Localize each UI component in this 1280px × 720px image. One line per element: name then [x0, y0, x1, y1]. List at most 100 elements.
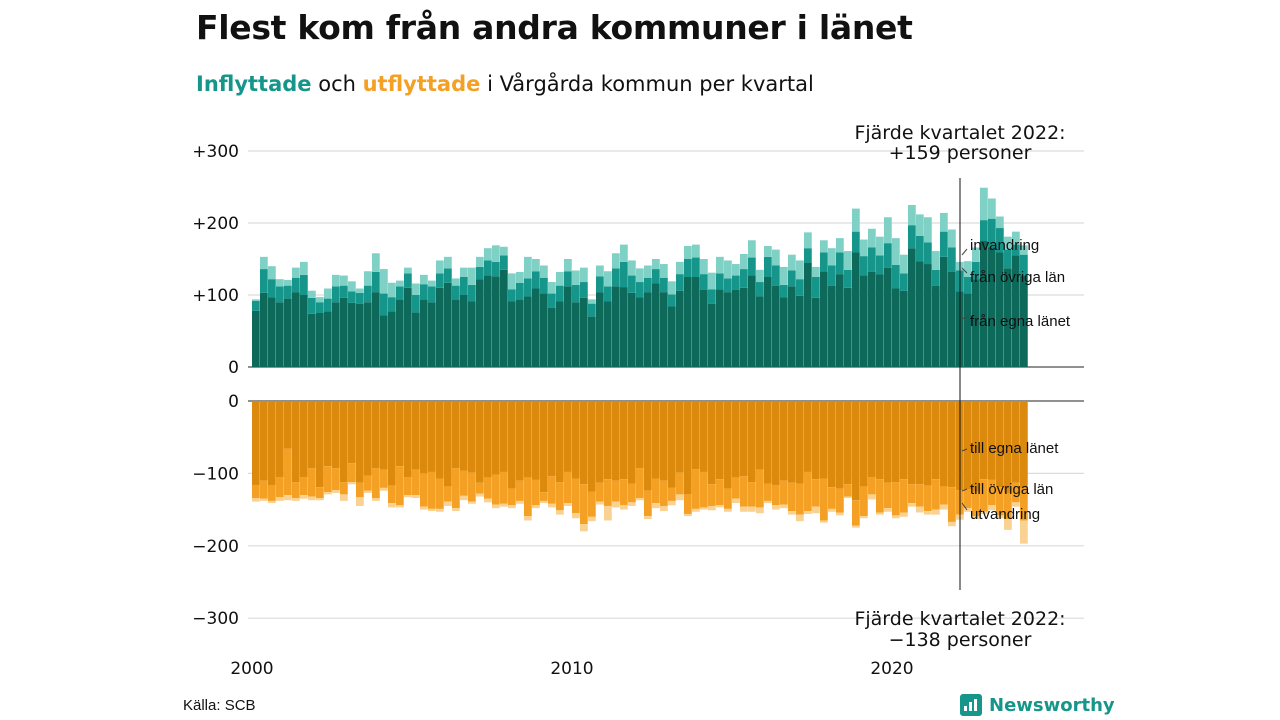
- bar-in-2-q22: [420, 284, 428, 300]
- bar-in-1-q5: [284, 298, 292, 367]
- bar-in-2-q45: [604, 286, 612, 302]
- bar-out-1-q62: [740, 401, 748, 477]
- bar-out-2-q64: [756, 469, 764, 508]
- bar-in-3-q44: [596, 265, 604, 277]
- bar-out-3-q38: [548, 503, 556, 508]
- bar-out-2-q13: [348, 463, 356, 483]
- bar-in-2-q9: [316, 302, 324, 313]
- bar-in-3-q12: [340, 275, 348, 286]
- bar-in-1-q43: [588, 316, 596, 367]
- bar-in-3-q8: [308, 290, 316, 298]
- bar-out-2-q44: [596, 482, 604, 502]
- bar-in-3-q42: [580, 267, 588, 283]
- bar-in-2-q95: [1004, 249, 1012, 269]
- bar-out-1-q95: [1004, 401, 1012, 493]
- bar-in-1-q73: [828, 285, 836, 367]
- bar-out-2-q83: [908, 484, 916, 504]
- bar-out-2-q62: [740, 476, 748, 507]
- y-tick-label-in-1: +200: [192, 214, 239, 234]
- bar-in-3-q47: [620, 244, 628, 262]
- x-tick-label-2000: 2000: [230, 659, 273, 679]
- bar-in-3-q19: [396, 280, 404, 287]
- bar-out-1-q78: [868, 401, 876, 478]
- bar-out-1-q85: [924, 401, 932, 486]
- bar-in-2-q74: [836, 252, 844, 275]
- bar-in-1-q20: [404, 287, 412, 367]
- bar-out-3-q36: [532, 505, 540, 509]
- bar-out-1-q83: [908, 401, 916, 485]
- bar-in-3-q62: [740, 253, 748, 270]
- bar-out-3-q10: [324, 492, 332, 495]
- bar-out-3-q37: [540, 500, 548, 504]
- bar-in-1-q27: [460, 295, 468, 367]
- bar-in-1-q57: [700, 289, 708, 367]
- bar-in-3-q53: [668, 281, 676, 295]
- bar-out-1-q25: [444, 401, 452, 487]
- series-leader-in-2: [961, 267, 968, 274]
- bar-out-3-q45: [604, 505, 612, 521]
- bar-in-2-q63: [748, 257, 756, 276]
- bar-in-3-q81: [892, 238, 900, 265]
- bar-in-3-q21: [412, 283, 420, 295]
- bar-out-1-q64: [756, 401, 764, 470]
- bar-out-1-q16: [372, 401, 380, 469]
- bar-in-2-q21: [412, 295, 420, 313]
- bar-in-2-q36: [532, 271, 540, 289]
- bar-out-2-q7: [300, 477, 308, 496]
- bar-out-2-q93: [988, 479, 996, 506]
- bar-out-2-q5: [284, 448, 292, 496]
- bar-out-1-q4: [276, 401, 284, 478]
- bar-out-3-q58: [708, 505, 716, 511]
- bar-in-3-q26: [452, 278, 460, 286]
- bar-out-2-q12: [340, 482, 348, 495]
- bar-out-1-q91: [972, 401, 980, 492]
- bar-in-3-q75: [844, 251, 852, 270]
- bar-in-2-q44: [596, 276, 604, 293]
- bar-out-3-q67: [780, 504, 788, 509]
- bar-in-2-q75: [844, 269, 852, 288]
- bar-out-2-q75: [844, 484, 852, 497]
- y-tick-label-out-3: −300: [192, 609, 239, 629]
- bar-in-2-q2: [260, 269, 268, 293]
- bar-in-3-q27: [460, 267, 468, 277]
- bar-in-3-q65: [764, 246, 772, 257]
- bar-out-2-q32: [500, 471, 508, 504]
- bar-out-2-q20: [404, 477, 412, 496]
- bar-out-1-q90: [964, 401, 972, 490]
- bar-out-3-q29: [476, 493, 484, 497]
- source-note: Källa: SCB: [183, 697, 256, 714]
- bar-out-2-q47: [620, 479, 628, 506]
- bar-out-1-q31: [492, 401, 500, 475]
- bar-out-2-q48: [628, 483, 636, 503]
- bar-in-3-q25: [444, 256, 452, 269]
- bar-out-1-q88: [948, 401, 956, 488]
- bar-in-1-q9: [316, 313, 324, 367]
- bar-out-3-q96: [1012, 502, 1020, 507]
- bar-in-2-q93: [988, 218, 996, 248]
- bar-out-1-q80: [884, 401, 892, 483]
- bar-in-3-q64: [756, 269, 764, 283]
- bars: [252, 187, 1028, 544]
- bar-in-3-q82: [900, 254, 908, 274]
- bar-out-2-q17: [380, 469, 388, 488]
- bar-out-1-q7: [300, 401, 308, 478]
- bar-in-2-q61: [732, 275, 740, 290]
- bar-in-3-q71: [812, 266, 820, 277]
- bar-in-3-q17: [380, 269, 388, 294]
- bar-out-2-q11: [332, 468, 340, 491]
- bar-in-2-q85: [924, 242, 932, 265]
- bar-in-2-q50: [644, 277, 652, 293]
- bar-in-2-q1: [252, 300, 260, 311]
- bar-in-2-q72: [820, 252, 828, 272]
- bar-out-1-q12: [340, 401, 348, 483]
- bar-out-3-q4: [276, 497, 284, 501]
- annotation-bottom-line1: Fjärde kvartalet 2022:: [854, 608, 1065, 630]
- bar-out-2-q6: [292, 482, 300, 499]
- bar-in-2-q55: [684, 259, 692, 277]
- bar-out-3-q48: [628, 502, 636, 506]
- bar-out-1-q66: [772, 401, 780, 485]
- bar-in-2-q10: [324, 298, 332, 312]
- bar-in-2-q76: [852, 231, 860, 253]
- bar-out-2-q73: [828, 487, 836, 509]
- bar-in-1-q25: [444, 282, 452, 367]
